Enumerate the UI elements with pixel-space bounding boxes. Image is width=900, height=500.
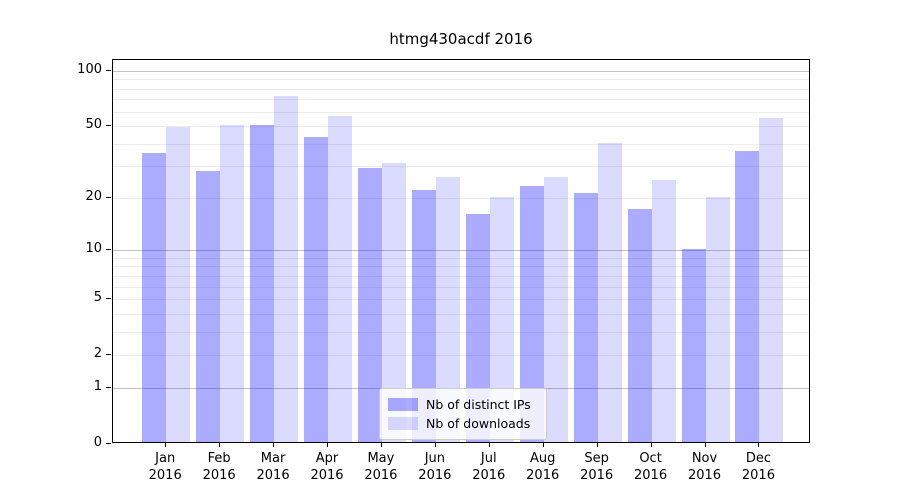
gridline-minor-2 [113, 355, 809, 357]
bar-distinct-ips-nov [681, 249, 706, 442]
y-tick-label-2: 2 [93, 346, 102, 362]
legend-swatch-downloads [388, 417, 418, 430]
x-tick-mark [273, 443, 275, 447]
x-tick-mark [542, 443, 544, 447]
gridline-minor-9 [113, 257, 809, 259]
bar-distinct-ips-apr [303, 137, 328, 442]
x-tick-label-oct: Oct 2016 [634, 451, 668, 483]
x-tick-label-jun: Jun 2016 [418, 451, 452, 483]
x-tick-label-nov: Nov 2016 [687, 451, 722, 483]
bar-downloads-jan [166, 126, 191, 442]
x-tick-mark [326, 443, 328, 447]
x-tick-label-jan: Jan 2016 [148, 451, 182, 483]
y-tick-mark [106, 249, 111, 251]
chart-title: htmg430acdf 2016 [389, 30, 533, 48]
bar-downloads-apr [327, 116, 352, 442]
y-tick-label-5: 5 [93, 290, 102, 306]
bar-distinct-ips-feb [196, 170, 221, 442]
y-tick-label-50: 50 [85, 117, 102, 133]
y-tick-mark [106, 196, 111, 198]
legend-item-distinct-ips: Nb of distinct IPs [388, 395, 538, 414]
gridline-minor-30 [113, 166, 809, 168]
bar-distinct-ips-may [357, 168, 382, 442]
y-tick-label-10: 10 [85, 241, 102, 257]
bar-distinct-ips-sep [573, 193, 598, 442]
gridline-minor-50 [113, 126, 809, 128]
x-tick-label-jul: Jul 2016 [472, 451, 506, 483]
x-tick-mark [380, 443, 382, 447]
bar-distinct-ips-oct [627, 209, 652, 442]
x-tick-label-feb: Feb 2016 [202, 451, 236, 483]
gridline-minor-70 [113, 99, 809, 101]
bar-downloads-oct [651, 179, 676, 442]
y-tick-mark [106, 298, 111, 300]
bar-downloads-dec [759, 117, 784, 442]
bar-downloads-sep [597, 142, 622, 442]
legend-swatch-distinct-ips [388, 398, 418, 411]
y-tick-mark [106, 70, 111, 71]
gridline-minor-90 [113, 79, 809, 81]
x-tick-label-mar: Mar 2016 [256, 451, 290, 483]
x-tick-label-apr: Apr 2016 [310, 451, 344, 483]
y-tick-label-1: 1 [93, 378, 102, 394]
gridline-minor-8 [113, 266, 809, 268]
x-tick-label-dec: Dec 2016 [741, 451, 775, 483]
x-tick-mark [434, 443, 436, 447]
x-tick-mark [219, 443, 221, 447]
y-tick-mark [106, 354, 111, 356]
x-tick-mark [596, 443, 598, 447]
x-tick-mark [488, 443, 490, 447]
gridline-minor-20 [113, 197, 809, 199]
legend-label-distinct-ips: Nb of distinct IPs [426, 397, 531, 412]
x-tick-label-may: May 2016 [364, 451, 398, 483]
gridline-minor-7 [113, 275, 809, 277]
legend: Nb of distinct IPs Nb of downloads [379, 388, 547, 440]
x-tick-mark [704, 443, 706, 447]
y-tick-label-100: 100 [77, 62, 102, 77]
x-tick-label-sep: Sep 2016 [580, 451, 614, 483]
bar-distinct-ips-dec [735, 151, 760, 442]
gridline-major-10 [113, 250, 809, 252]
x-tick-mark [165, 443, 167, 447]
bar-downloads-nov [705, 196, 730, 442]
x-tick-mark [650, 443, 652, 447]
bar-downloads-aug [543, 176, 568, 442]
plot-area [112, 59, 810, 443]
gridline-minor-3 [113, 331, 809, 333]
y-tick-mark [106, 443, 111, 444]
y-tick-label-20: 20 [85, 188, 102, 204]
y-tick-mark [106, 386, 111, 388]
gridline-minor-60 [113, 111, 809, 113]
bar-distinct-ips-jan [142, 153, 167, 442]
bar-distinct-ips-mar [250, 125, 275, 442]
legend-item-downloads: Nb of downloads [388, 414, 538, 433]
x-tick-label-aug: Aug 2016 [526, 451, 560, 483]
x-tick-mark [758, 443, 760, 447]
gridline-minor-6 [113, 286, 809, 288]
y-tick-label-0: 0 [93, 435, 102, 450]
legend-label-downloads: Nb of downloads [426, 416, 531, 431]
gridline-minor-4 [113, 313, 809, 315]
gridline-minor-80 [113, 88, 809, 90]
bar-downloads-feb [220, 125, 245, 442]
gridline-minor-40 [113, 143, 809, 145]
y-tick-mark [106, 125, 111, 127]
gridline-minor-5 [113, 299, 809, 301]
gridline-major-100 [113, 71, 809, 72]
bar-downloads-mar [274, 96, 299, 442]
